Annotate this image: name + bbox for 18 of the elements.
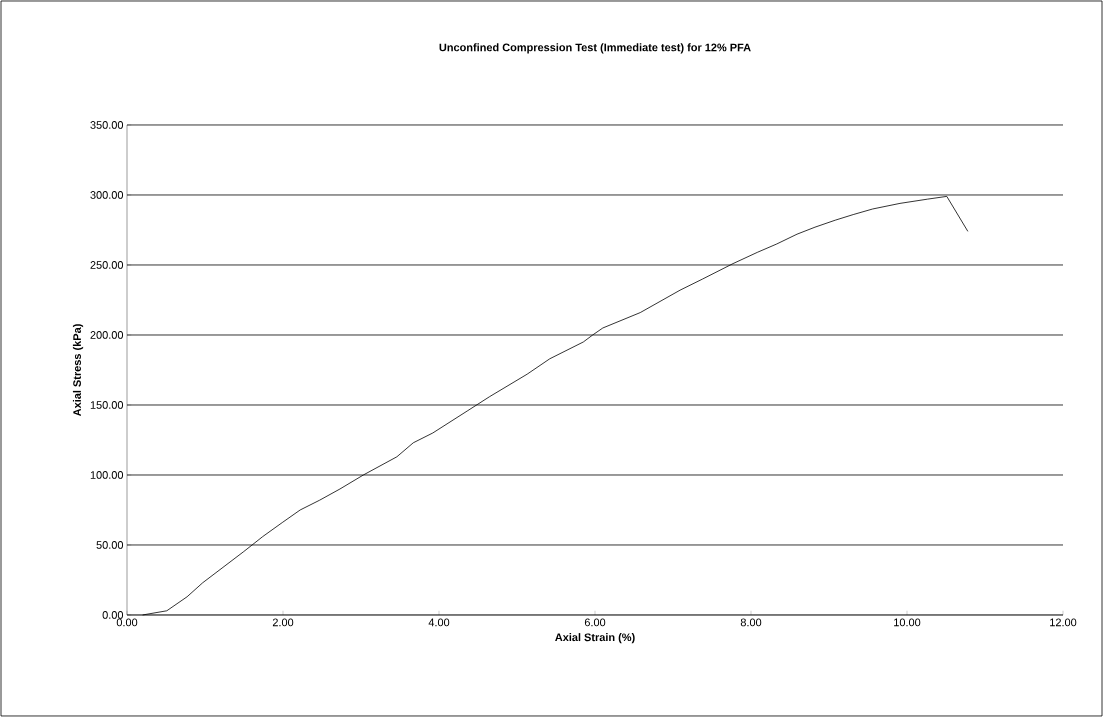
y-tick-label: 300.00 <box>90 191 124 199</box>
x-tick-label: 12.00 <box>1050 618 1077 627</box>
y-tick-label: 50.00 <box>96 541 124 549</box>
y-tick-label: 100.00 <box>90 471 124 479</box>
x-tick-label: 0.00 <box>116 618 138 627</box>
y-axis-title: Axial Stress (kPa) <box>72 324 84 417</box>
x-tick-label: 8.00 <box>740 618 762 627</box>
x-tick-label: 4.00 <box>428 618 450 627</box>
chart-title: Unconfined Compression Test (Immediate test) for 12% PFA <box>439 43 751 54</box>
y-tick-label: 0.00 <box>102 611 124 619</box>
x-tick-label: 6.00 <box>584 618 606 627</box>
y-tick-label: 350.00 <box>90 121 124 129</box>
y-tick-label: 200.00 <box>90 331 124 339</box>
y-tick-label: 150.00 <box>90 401 124 409</box>
x-tick-label: 10.00 <box>894 618 921 627</box>
x-tick-label: 2.00 <box>272 618 294 627</box>
x-axis-title: Axial Strain (%) <box>555 633 635 644</box>
y-tick-label: 250.00 <box>90 261 124 269</box>
